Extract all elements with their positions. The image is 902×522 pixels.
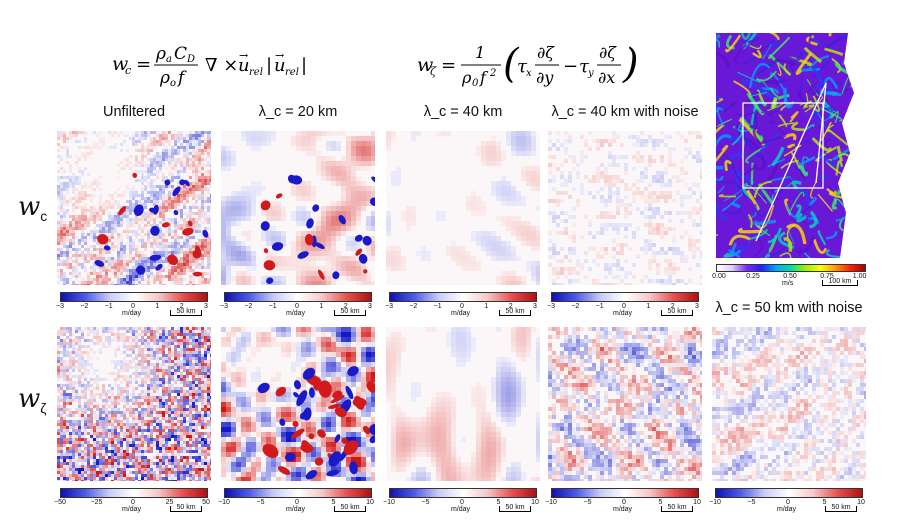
colorbar-unit: m/day bbox=[286, 506, 306, 513]
svg-text:ρ: ρ bbox=[461, 68, 472, 87]
svg-text:τ: τ bbox=[579, 56, 590, 77]
svg-text:f: f bbox=[176, 68, 187, 88]
scale-bar: 50 km bbox=[825, 504, 857, 512]
svg-text:∂x: ∂x bbox=[598, 68, 615, 87]
svg-text:c: c bbox=[125, 64, 131, 77]
colorbar-wc-lambda-40 bbox=[389, 292, 537, 302]
colorbar-unit: m/day bbox=[613, 506, 633, 513]
svg-text:|: | bbox=[301, 55, 307, 76]
scale-bar: 50 km bbox=[334, 504, 366, 512]
svg-text:τ: τ bbox=[517, 56, 528, 77]
column-title-lambda-40: λ_c = 40 km bbox=[423, 104, 503, 120]
svg-text:∂y: ∂y bbox=[536, 68, 554, 87]
scale-bar: 50 km bbox=[334, 308, 366, 316]
svg-text:C: C bbox=[174, 44, 187, 64]
svg-text:w: w bbox=[112, 53, 128, 75]
colorbar-wc-unfiltered bbox=[60, 292, 208, 302]
panel-wzeta-unfiltered bbox=[57, 327, 211, 481]
svg-text:2: 2 bbox=[489, 68, 496, 79]
panel-wzeta-lambda-20 bbox=[221, 327, 375, 481]
colorbar-wzeta-unfiltered bbox=[60, 488, 208, 498]
svg-text:ζ: ζ bbox=[430, 65, 437, 78]
svg-text:rel: rel bbox=[285, 67, 299, 78]
svg-text:−: − bbox=[563, 56, 578, 77]
colorbar-wzeta-lambda-40-noise bbox=[551, 488, 699, 498]
svg-text:→: → bbox=[275, 49, 284, 62]
panel-wc-unfiltered bbox=[57, 131, 211, 285]
panel-wc-lambda-20 bbox=[221, 131, 375, 285]
svg-text:→: → bbox=[239, 49, 248, 62]
panel-wzeta-lambda-40 bbox=[386, 327, 540, 481]
svg-text:u: u bbox=[274, 55, 286, 76]
row-label-wc: wc bbox=[18, 192, 48, 225]
scale-bar: 50 km bbox=[170, 504, 202, 512]
colorbar-map-unit: m/s bbox=[782, 280, 794, 287]
column-title-lambda-40-noise: λ_c = 40 km with noise bbox=[551, 104, 699, 120]
svg-text:rel: rel bbox=[249, 67, 263, 78]
map-scale-bar: 100 km bbox=[822, 278, 858, 286]
panel-wc-lambda-40 bbox=[386, 131, 540, 285]
svg-text:o: o bbox=[170, 78, 176, 89]
svg-text:x: x bbox=[526, 68, 532, 79]
svg-text:1: 1 bbox=[475, 43, 485, 62]
scale-bar: 50 km bbox=[499, 504, 531, 512]
panel-wc-lambda-40-noise bbox=[548, 131, 702, 285]
svg-text:∇ ×: ∇ × bbox=[205, 55, 238, 76]
svg-text:ρ: ρ bbox=[155, 44, 166, 64]
svg-text:ρ: ρ bbox=[159, 68, 170, 88]
svg-text:|: | bbox=[266, 55, 272, 76]
svg-text:=: = bbox=[136, 54, 151, 75]
colorbar-unit: m/day bbox=[613, 310, 633, 317]
svg-text:): ) bbox=[622, 41, 639, 87]
row-label-wzeta: wζ bbox=[18, 384, 47, 417]
svg-text:a: a bbox=[166, 54, 172, 65]
colorbar-unit: m/day bbox=[122, 310, 142, 317]
colorbar-wzeta-lambda-50-noise bbox=[715, 488, 863, 498]
column-title-unfiltered: Unfiltered bbox=[102, 104, 166, 120]
svg-text:f: f bbox=[479, 68, 489, 87]
colorbar-unit: m/day bbox=[286, 310, 306, 317]
svg-text:=: = bbox=[441, 55, 456, 76]
overview-speed-map bbox=[716, 33, 866, 258]
scale-bar: 50 km bbox=[661, 308, 693, 316]
colorbar-unit: m/day bbox=[777, 506, 797, 513]
panel-wzeta-lambda-40-noise bbox=[548, 327, 702, 481]
panel-wzeta-lambda-50-noise bbox=[712, 327, 866, 481]
colorbar-wzeta-lambda-40 bbox=[389, 488, 537, 498]
colorbar-wzeta-lambda-20 bbox=[224, 488, 372, 498]
svg-text:0: 0 bbox=[472, 78, 479, 89]
colorbar-wc-lambda-20 bbox=[224, 292, 372, 302]
scale-bar: 50 km bbox=[499, 308, 531, 316]
colorbar-wc-lambda-40-noise bbox=[551, 292, 699, 302]
colorbar-unit: m/day bbox=[122, 506, 142, 513]
svg-text:y: y bbox=[587, 68, 594, 79]
svg-text:(: ( bbox=[503, 41, 520, 87]
column-title-lambda-20: λ_c = 20 km bbox=[258, 104, 338, 120]
colorbar-map-speed bbox=[716, 264, 866, 272]
scale-bar: 50 km bbox=[170, 308, 202, 316]
svg-text:w: w bbox=[417, 54, 433, 76]
svg-text:∂ζ: ∂ζ bbox=[599, 43, 617, 62]
svg-text:∂ζ: ∂ζ bbox=[537, 43, 555, 62]
equation-wc: w c = ρ a C D ρ o f ∇ × u → rel | u → re… bbox=[112, 40, 342, 95]
svg-text:D: D bbox=[186, 54, 195, 65]
column-title-lambda-50-noise: λ_c = 50 km with noise bbox=[715, 300, 863, 316]
svg-text:u: u bbox=[238, 55, 250, 76]
scale-bar: 50 km bbox=[661, 504, 693, 512]
colorbar-unit: m/day bbox=[451, 310, 471, 317]
equation-wzeta: w ζ = 1 ρ 0 f 2 ( τ x ∂ζ ∂y − τ y ∂ζ ∂x … bbox=[417, 33, 667, 98]
colorbar-unit: m/day bbox=[451, 506, 471, 513]
